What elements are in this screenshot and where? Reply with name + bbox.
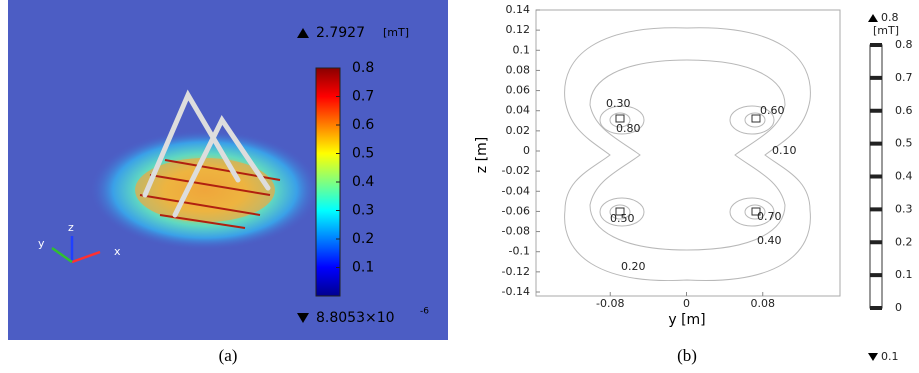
contour-label: 0.60 bbox=[760, 104, 785, 117]
axis-z: z bbox=[68, 221, 74, 234]
max-marker bbox=[868, 14, 878, 22]
y-tick-label: 0.04 bbox=[506, 104, 531, 117]
y-tick-label: -0.14 bbox=[502, 285, 530, 298]
contour-label: 0.70 bbox=[757, 210, 782, 223]
colorbar-band bbox=[870, 207, 882, 211]
colorbar-tick-label: 0 bbox=[895, 301, 902, 314]
colorbar-tick-label: 0.1 bbox=[895, 268, 913, 281]
min-exponent: -6 bbox=[420, 307, 429, 317]
y-tick-label: 0.1 bbox=[513, 43, 531, 56]
contour-label: 0.10 bbox=[772, 144, 797, 157]
x-tick-label: -0.08 bbox=[596, 297, 624, 310]
colorbar-band bbox=[870, 306, 882, 310]
colorbar-tick-label: 0.4 bbox=[895, 170, 913, 183]
colorbar-tick-label: 0.3 bbox=[895, 202, 913, 215]
x-axis-label: y [m] bbox=[668, 312, 705, 328]
y-tick-label: -0.12 bbox=[502, 265, 530, 278]
y-tick-label: -0.08 bbox=[502, 225, 530, 238]
colorbar-min: 0.1 bbox=[881, 350, 899, 363]
y-tick-label: -0.06 bbox=[502, 204, 530, 217]
colorbar-band bbox=[870, 175, 882, 179]
axis-x: x bbox=[114, 245, 121, 258]
min-marker bbox=[868, 353, 878, 361]
colorbar-band bbox=[870, 273, 882, 277]
x-tick-label: 0 bbox=[683, 297, 690, 310]
contour-label: 0.40 bbox=[757, 234, 782, 247]
contour-label: 0.80 bbox=[616, 122, 641, 135]
y-axis-label: z [m] bbox=[474, 137, 490, 173]
colorbar-tick-label: 0.2 bbox=[895, 235, 913, 248]
colorbar-tick-label: 0.5 bbox=[352, 146, 374, 162]
y-tick-label: 0.06 bbox=[506, 84, 531, 97]
colorbar-tick-label: 0.7 bbox=[352, 89, 374, 105]
x-tick-label: 0.08 bbox=[751, 297, 776, 310]
axis-y: y bbox=[38, 237, 45, 250]
contour-label: 0.20 bbox=[621, 260, 646, 273]
colorbar-tick-label: 0.5 bbox=[895, 137, 913, 150]
y-tick-label: -0.02 bbox=[502, 164, 530, 177]
colorbar-tick-label: 0.8 bbox=[352, 60, 374, 76]
figure: z y x 2.7927 [mT] 8.8053×10 -6 (a) 0.30 … bbox=[0, 0, 919, 373]
contour-label: 0.30 bbox=[606, 97, 631, 110]
contour-label: 0.50 bbox=[610, 212, 635, 225]
colorbar-tick-label: 0.4 bbox=[352, 174, 374, 190]
max-value: 2.7927 bbox=[316, 25, 365, 41]
colorbar-band bbox=[870, 142, 882, 146]
colorbar-tick-label: 0.1 bbox=[352, 260, 374, 276]
colorbar-tick-label: 0.6 bbox=[895, 104, 913, 117]
colorbar-unit: [mT] bbox=[873, 24, 899, 37]
caption: (a) bbox=[219, 346, 238, 365]
colorbar-tick-label: 0.7 bbox=[895, 71, 913, 84]
y-tick-label: 0.12 bbox=[506, 23, 531, 36]
y-tick-label: 0.02 bbox=[506, 124, 531, 137]
caption: (b) bbox=[677, 346, 697, 365]
colorbar-max: 0.8 bbox=[881, 11, 899, 24]
colorbar-band bbox=[870, 43, 882, 47]
colorbar-band bbox=[870, 109, 882, 113]
min-value: 8.8053×10 bbox=[316, 310, 395, 326]
y-tick-label: 0 bbox=[523, 144, 530, 157]
colorbar-band bbox=[870, 76, 882, 80]
colorbar-tick-label: 0.8 bbox=[895, 38, 913, 51]
colorbar-tick-label: 0.3 bbox=[352, 203, 374, 219]
y-tick-label: 0.14 bbox=[506, 3, 531, 16]
y-tick-label: -0.04 bbox=[502, 184, 530, 197]
colorbar-tick-label: 0.6 bbox=[352, 117, 374, 133]
colorbar-band bbox=[870, 240, 882, 244]
y-tick-label: -0.1 bbox=[509, 245, 530, 258]
y-tick-label: 0.08 bbox=[506, 63, 531, 76]
colorbar-tick-label: 0.2 bbox=[352, 231, 374, 247]
max-unit: [mT] bbox=[383, 26, 409, 39]
